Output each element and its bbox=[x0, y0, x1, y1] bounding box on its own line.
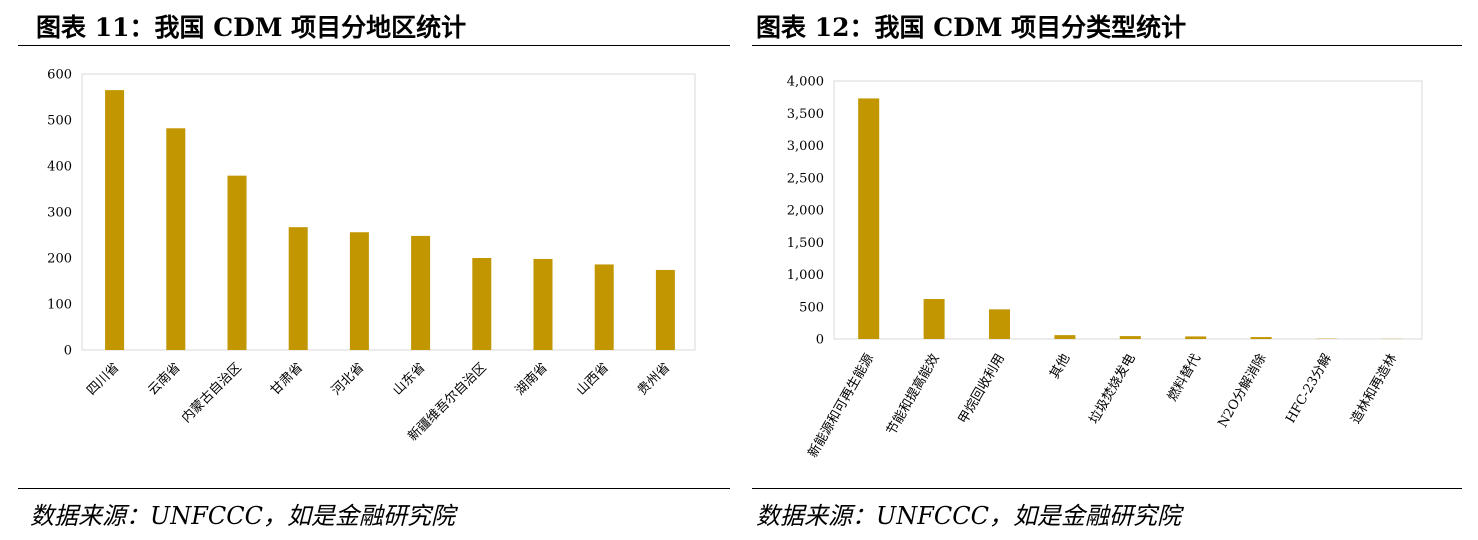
region-category-label-5: 山东省 bbox=[390, 360, 428, 398]
y-tick-label: 200 bbox=[47, 252, 72, 267]
y-tick: 2,500 bbox=[787, 171, 824, 186]
region-category-label-8: 山西省 bbox=[574, 360, 612, 398]
figure-11-top-rule bbox=[18, 45, 730, 46]
y-tick: 4,000 bbox=[787, 75, 824, 90]
plot-area-frame bbox=[833, 80, 1423, 340]
region-bar-0 bbox=[105, 90, 125, 350]
region-category-label-3: 甘肃省 bbox=[268, 360, 306, 398]
y-tick: 100 bbox=[47, 298, 72, 313]
y-tick: 400 bbox=[47, 160, 72, 175]
y-tick-label: 4,000 bbox=[787, 75, 824, 90]
figure-11-panel: 图表 11：我国 CDM 项目分地区统计 0 100 200 300 400 500 600… bbox=[0, 0, 730, 540]
y-tick-label: 3,000 bbox=[787, 139, 824, 154]
figure-11-title: 图表 11：我国 CDM 项目分地区统计 bbox=[36, 13, 467, 42]
y-tick: 300 bbox=[47, 206, 72, 221]
y-tick: 3,000 bbox=[787, 139, 824, 154]
y-tick-label: 300 bbox=[47, 206, 72, 221]
y-tick-label: 100 bbox=[47, 298, 72, 313]
region-category-label-7: 湖南省 bbox=[512, 360, 551, 399]
y-tick-label: 3,500 bbox=[787, 107, 824, 122]
y-tick: 600 bbox=[47, 68, 72, 83]
type-category-label-7: HFC-23分解 bbox=[1283, 352, 1335, 426]
y-tick-label: 0 bbox=[64, 344, 72, 359]
type-bar-0 bbox=[858, 98, 880, 339]
type-bar-4 bbox=[1119, 336, 1141, 339]
y-tick-label: 1,500 bbox=[787, 236, 824, 251]
region-bar-5 bbox=[411, 235, 431, 350]
region-bar-4 bbox=[349, 232, 369, 350]
figure-12-title: 图表 12：我国 CDM 项目分类型统计 bbox=[756, 13, 1187, 42]
y-tick: 500 bbox=[799, 300, 824, 315]
region-category-label-0: 四川省 bbox=[84, 360, 122, 398]
y-tick: 500 bbox=[47, 114, 72, 129]
y-tick-label: 400 bbox=[47, 160, 72, 175]
type-category-label-5: 燃料替代 bbox=[1164, 351, 1204, 404]
region-category-label-4: 河北省 bbox=[329, 360, 367, 398]
figure-12-bottom-rule bbox=[752, 488, 1462, 489]
y-tick-label: 2,500 bbox=[787, 171, 824, 186]
type-category-label-6: N2O分解消除 bbox=[1215, 352, 1269, 431]
region-category-label-2: 内蒙古自治区 bbox=[178, 360, 244, 426]
type-bar-2 bbox=[989, 309, 1010, 339]
y-tick-label: 600 bbox=[47, 68, 72, 83]
y-tick-label: 500 bbox=[47, 114, 72, 129]
region-bar-9 bbox=[655, 269, 675, 350]
type-bar-1 bbox=[923, 299, 945, 339]
region-category-label-1: 云南省 bbox=[145, 360, 184, 399]
type-category-label-8: 造林和再造林 bbox=[1348, 352, 1400, 427]
region-category-label-9: 贵州省 bbox=[635, 360, 673, 398]
type-category-label-4: 垃圾焚烧发电 bbox=[1086, 351, 1139, 427]
y-tick: 1,000 bbox=[787, 268, 824, 283]
y-tick: 0 bbox=[64, 344, 72, 359]
y-tick-label: 2,000 bbox=[787, 204, 824, 219]
figure-12-panel: 图表 12：我国 CDM 项目分类型统计 0 500 1,000 1,500 2,000… bbox=[752, 0, 1478, 540]
type-category-label-0: 新能源和可再生能源 bbox=[805, 351, 877, 460]
type-bar-5 bbox=[1185, 336, 1207, 339]
type-category-label-2: 甲烷回收利用 bbox=[956, 352, 1008, 427]
y-tick: 2,000 bbox=[787, 204, 824, 219]
y-tick: 0 bbox=[816, 333, 824, 348]
y-tick: 1,500 bbox=[787, 236, 824, 251]
figure-11-source: 数据来源：UNFCCC，如是金融研究院 bbox=[30, 502, 455, 530]
figure-11-bottom-rule bbox=[18, 488, 730, 489]
y-tick: 3,500 bbox=[787, 107, 824, 122]
region-bar-6 bbox=[472, 258, 492, 350]
type-category-label-1: 节能和提高能效 bbox=[883, 351, 942, 438]
figure-12-source: 数据来源：UNFCCC，如是金融研究院 bbox=[756, 502, 1181, 530]
region-bar-8 bbox=[594, 264, 614, 350]
region-bar-1 bbox=[166, 128, 186, 350]
y-tick: 200 bbox=[47, 252, 72, 267]
region-bar-3 bbox=[288, 227, 308, 350]
y-tick-label: 1,000 bbox=[787, 268, 824, 283]
type-bar-6 bbox=[1250, 337, 1272, 339]
type-category-label-3: 其他 bbox=[1047, 352, 1073, 382]
figure-12-top-rule bbox=[752, 45, 1462, 46]
figure-12-bar-chart: 0 500 1,000 1,500 2,000 2,500 3,000 3,500 4,000 新… bbox=[787, 75, 1423, 460]
plot-area-frame bbox=[81, 73, 696, 351]
region-bar-2 bbox=[227, 175, 247, 350]
y-tick-label: 500 bbox=[799, 300, 824, 315]
region-bar-7 bbox=[533, 258, 553, 350]
y-tick-label: 0 bbox=[816, 333, 824, 348]
type-bar-3 bbox=[1054, 335, 1076, 339]
